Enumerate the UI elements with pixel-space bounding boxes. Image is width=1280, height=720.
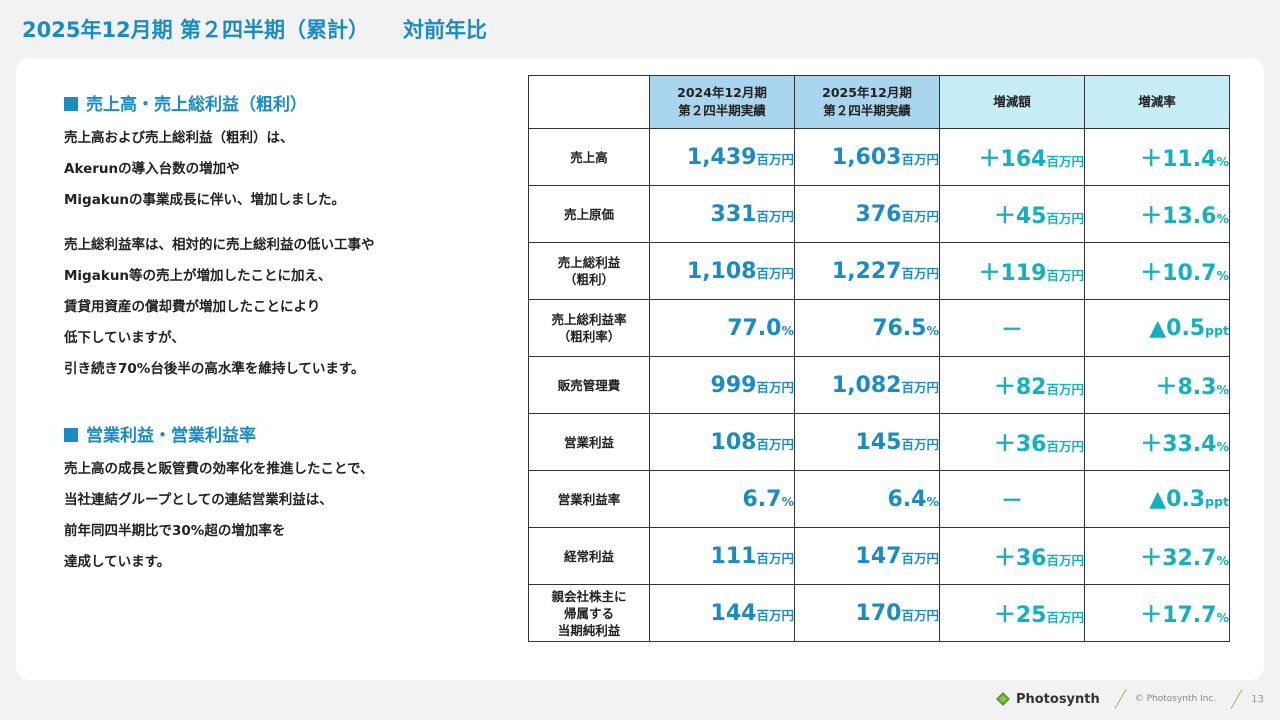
rate-cell: ▲0.3ppt	[1084, 470, 1230, 528]
square-bullet-icon	[64, 428, 78, 442]
rate-cell: ＋32.7%	[1084, 527, 1230, 585]
header-current-year: 2025年12月期 第２四半期実績	[794, 75, 940, 129]
difference-cell: ＋36百万円	[939, 413, 1085, 471]
difference-cell: －	[939, 470, 1085, 528]
difference-cell: ＋164百万円	[939, 128, 1085, 186]
commentary-panel: 売上高・売上総利益（粗利） 売上高および売上総利益（粗利）は、 Akerunの導…	[64, 90, 504, 578]
row-label: 販売管理費	[528, 356, 650, 414]
financial-comparison-table: 2024年12月期 第２四半期実績 2025年12月期 第２四半期実績 増減額 増減…	[528, 75, 1230, 642]
current-value-cell: 376百万円	[794, 185, 940, 243]
page-title-main: 2025年12月期 第２四半期（累計）	[22, 18, 369, 42]
difference-cell: ＋119百万円	[939, 242, 1085, 300]
paragraph-sales: 売上高および売上総利益（粗利）は、 Akerunの導入台数の増加や Migaku…	[64, 130, 346, 208]
section-heading-operating: 営業利益・営業利益率	[64, 421, 504, 446]
rate-cell: ＋8.3%	[1084, 356, 1230, 414]
row-label: 営業利益	[528, 413, 650, 471]
header-empty-cell	[528, 75, 650, 129]
table-row: 売上総利益率 （粗利率） 77.0% 76.5% － ▲0.5ppt	[528, 299, 1230, 357]
prev-value-cell: 1,439百万円	[649, 128, 795, 186]
difference-cell: －	[939, 299, 1085, 357]
row-label: 営業利益率	[528, 470, 650, 528]
table-row: 営業利益 108百万円 145百万円 ＋36百万円 ＋33.4%	[528, 413, 1230, 471]
difference-cell: ＋36百万円	[939, 527, 1085, 585]
prev-value-cell: 999百万円	[649, 356, 795, 414]
current-value-cell: 1,082百万円	[794, 356, 940, 414]
prev-value-cell: 144百万円	[649, 584, 795, 642]
rate-cell: ＋33.4%	[1084, 413, 1230, 471]
prev-value-cell: 108百万円	[649, 413, 795, 471]
row-label: 売上原価	[528, 185, 650, 243]
paragraph-gross-margin: 売上総利益率は、相対的に売上総利益の低い工事や Migakun等の売上が増加した…	[64, 237, 375, 377]
copyright: © Photosynth Inc.	[1134, 694, 1217, 704]
row-label: 売上総利益率 （粗利率）	[528, 299, 650, 357]
header-rate: 増減率	[1084, 75, 1230, 129]
rate-cell: ＋10.7%	[1084, 242, 1230, 300]
header-prev-year: 2024年12月期 第２四半期実績	[649, 75, 795, 129]
table-row: 親会社株主に 帰属する 当期純利益 144百万円 170百万円 ＋25百万円 ＋17.7%	[528, 584, 1230, 642]
difference-cell: ＋25百万円	[939, 584, 1085, 642]
footer: Photosynth © Photosynth Inc. 13	[995, 688, 1264, 710]
photosynth-logo: Photosynth	[995, 692, 1100, 707]
table-row: 経常利益 111百万円 147百万円 ＋36百万円 ＋32.7%	[528, 527, 1230, 585]
current-value-cell: 6.4%	[794, 470, 940, 528]
table-row: 営業利益率 6.7% 6.4% － ▲0.3ppt	[528, 470, 1230, 528]
difference-cell: ＋45百万円	[939, 185, 1085, 243]
table-row: 売上高 1,439百万円 1,603百万円 ＋164百万円 ＋11.4%	[528, 128, 1230, 186]
paragraph-operating: 売上高の成長と販管費の効率化を推進したことで、 当社連結グループとしての連結営業…	[64, 461, 374, 570]
page-title: 2025年12月期 第２四半期（累計） 対前年比	[22, 14, 487, 44]
page-title-sub: 対前年比	[402, 18, 487, 42]
current-value-cell: 76.5%	[794, 299, 940, 357]
row-label: 売上高	[528, 128, 650, 186]
current-value-cell: 145百万円	[794, 413, 940, 471]
header-difference: 増減額	[939, 75, 1085, 129]
row-label: 経常利益	[528, 527, 650, 585]
prev-value-cell: 77.0%	[649, 299, 795, 357]
row-label: 親会社株主に 帰属する 当期純利益	[528, 584, 650, 642]
rate-cell: ▲0.5ppt	[1084, 299, 1230, 357]
prev-value-cell: 111百万円	[649, 527, 795, 585]
table-row: 売上総利益 （粗利） 1,108百万円 1,227百万円 ＋119百万円 ＋10.7%	[528, 242, 1230, 300]
table-row: 売上原価 331百万円 376百万円 ＋45百万円 ＋13.6%	[528, 185, 1230, 243]
divider-slash	[1230, 689, 1243, 709]
table-header-row: 2024年12月期 第２四半期実績 2025年12月期 第２四半期実績 増減額 増減…	[528, 75, 1230, 129]
current-value-cell: 1,603百万円	[794, 128, 940, 186]
current-value-cell: 170百万円	[794, 584, 940, 642]
divider-slash	[1114, 689, 1127, 709]
prev-value-cell: 331百万円	[649, 185, 795, 243]
square-bullet-icon	[64, 97, 78, 111]
prev-value-cell: 6.7%	[649, 470, 795, 528]
current-value-cell: 1,227百万円	[794, 242, 940, 300]
rate-cell: ＋13.6%	[1084, 185, 1230, 243]
rate-cell: ＋11.4%	[1084, 128, 1230, 186]
section-heading-sales: 売上高・売上総利益（粗利）	[64, 90, 504, 115]
table-row: 販売管理費 999百万円 1,082百万円 ＋82百万円 ＋8.3%	[528, 356, 1230, 414]
row-label: 売上総利益 （粗利）	[528, 242, 650, 300]
current-value-cell: 147百万円	[794, 527, 940, 585]
rate-cell: ＋17.7%	[1084, 584, 1230, 642]
page-number: 13	[1251, 693, 1264, 705]
difference-cell: ＋82百万円	[939, 356, 1085, 414]
prev-value-cell: 1,108百万円	[649, 242, 795, 300]
photosynth-logo-icon	[995, 692, 1010, 706]
